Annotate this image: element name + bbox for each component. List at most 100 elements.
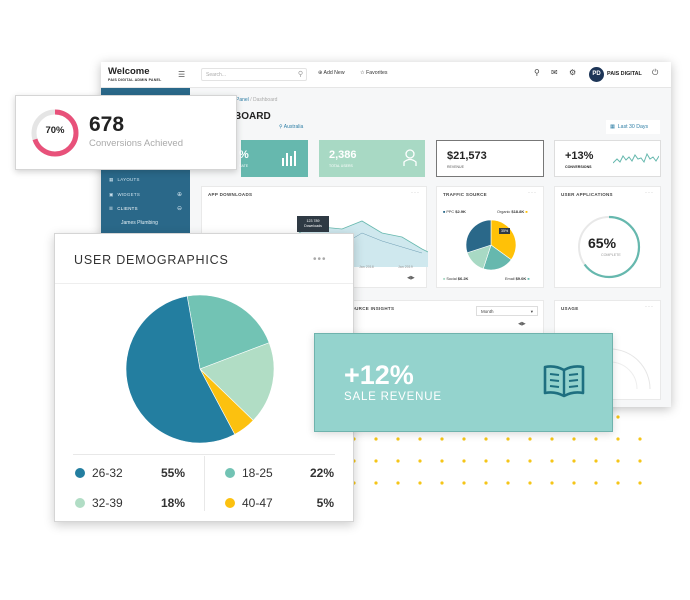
date-range-label: Last 30 Days — [617, 124, 649, 130]
more-icon[interactable]: ··· — [645, 304, 654, 310]
decor-dot — [528, 437, 532, 441]
conversions-value: 678 — [89, 113, 125, 136]
conversions-label: Conversions Achieved — [89, 138, 183, 149]
location-label: Australia — [283, 124, 304, 130]
kpi-value: +13% — [565, 150, 594, 162]
sale-label: SALE REVENUE — [344, 391, 442, 403]
breadcrumb-separator: / — [250, 97, 252, 103]
user-demographics-card: USER DEMOGRAPHICS ••• 26-32 55% 32-39 18… — [54, 233, 354, 522]
demographics-pie-chart — [125, 294, 275, 444]
user-icon — [403, 149, 417, 166]
mail-icon[interactable]: ✉ — [551, 68, 558, 77]
legend-dot — [75, 468, 85, 478]
company-logo[interactable]: PD — [589, 67, 604, 82]
menu-icon[interactable]: ☰ — [178, 70, 186, 79]
legend-organic: Organic $18.8K ■ — [497, 209, 528, 214]
favorites-button[interactable]: ☆ Favorites — [360, 70, 387, 76]
favorites-label: Favorites — [366, 70, 388, 76]
decor-dot — [418, 481, 422, 485]
kpi-value: 2,386 — [329, 149, 357, 161]
decor-dot — [638, 437, 642, 441]
plus-circle-icon: ⊕ — [318, 70, 323, 76]
chart-nav-icons[interactable]: ◀▶ — [518, 321, 526, 327]
search-input[interactable]: Search... ⚲ — [201, 68, 307, 81]
legend-label: Organic — [497, 210, 511, 214]
sidebar-item-label: LAYOUTS — [117, 177, 140, 182]
card-title: SOURCE INSIGHTS — [348, 306, 395, 311]
decor-dot — [484, 437, 488, 441]
chart-nav-icons[interactable]: ◀▶ — [407, 275, 415, 281]
legend-percent: 55% — [160, 466, 185, 480]
top-bar: Welcome PAIS DIGITAL ADMIN PANEL ☰ Searc… — [101, 62, 671, 88]
sidebar-item-clients[interactable]: ☰ CLIENTS — [109, 206, 138, 212]
decor-dot — [440, 437, 444, 441]
decor-dot — [528, 481, 532, 485]
list-icon: ☰ — [109, 206, 114, 211]
kpi-label: TOTAL USERS — [329, 164, 353, 168]
power-icon[interactable]: ⏻ — [652, 68, 659, 77]
card-header: USER DEMOGRAPHICS ••• — [55, 234, 353, 284]
kpi-label: REVENUE — [447, 165, 464, 169]
card-title: USER DEMOGRAPHICS — [74, 253, 229, 267]
kpi-label: CONVERSIONS — [565, 165, 592, 169]
gear-icon[interactable]: ⚙ — [569, 68, 577, 77]
breadcrumb-link[interactable]: Panel — [236, 97, 249, 103]
kpi-value: $21,573 — [447, 150, 487, 162]
search-icon: ⚲ — [297, 71, 303, 78]
demographics-slice-1 — [199, 342, 275, 421]
star-icon: ☆ — [360, 70, 365, 76]
ring-progress — [577, 215, 641, 279]
legend-divider — [204, 456, 205, 511]
sidebar-subitem-james-plumbing[interactable]: James Plumbing — [121, 220, 158, 226]
decor-dot — [616, 459, 620, 463]
decor-dot — [550, 481, 554, 485]
conversions-card: 70% 678 Conversions Achieved — [15, 95, 237, 170]
decor-dot — [550, 437, 554, 441]
add-new-label: Add New — [323, 70, 345, 76]
search-placeholder: Search... — [206, 72, 227, 78]
legend-dot — [75, 498, 85, 508]
decor-dot — [572, 481, 576, 485]
card-title: USER APPLICATIONS — [561, 192, 613, 197]
user-applications-value: 65% — [588, 235, 617, 251]
legend-email: Email $9.0K ■ — [505, 276, 530, 281]
kpi-card-rate: % RATE — [239, 140, 308, 177]
conversions-progress-ring — [31, 109, 79, 157]
layout-icon: ▦ — [109, 177, 114, 182]
decor-dot — [594, 459, 598, 463]
legend-value: $18.8K — [511, 209, 525, 214]
more-icon[interactable]: ··· — [645, 190, 654, 196]
search-icon[interactable]: ⚲ — [534, 68, 540, 77]
legend-label: 26-32 — [92, 466, 123, 480]
more-icon[interactable]: ··· — [528, 190, 537, 196]
legend-value: $9.0K — [515, 276, 527, 281]
brand-title: Welcome — [108, 66, 150, 77]
collapse-icon[interactable]: ⊖ — [177, 206, 183, 212]
decor-dot — [462, 481, 466, 485]
tooltip-label: Downloads — [304, 224, 322, 228]
more-icon[interactable]: ··· — [411, 190, 420, 196]
legend-dot: ■ — [443, 210, 446, 214]
breadcrumb: Panel / Dashboard — [236, 97, 277, 103]
more-icon[interactable]: ••• — [313, 254, 327, 265]
decor-dot — [418, 459, 422, 463]
date-range-button[interactable]: ▦ Last 30 Days — [606, 120, 660, 134]
calendar-icon: ▦ — [610, 124, 615, 130]
decor-dot — [440, 459, 444, 463]
location-selector[interactable]: ⚲ Australia — [279, 124, 303, 130]
expand-icon[interactable]: ⊕ — [177, 192, 183, 198]
card-title: TRAFFIC SOURCE — [443, 192, 487, 197]
company-name[interactable]: PAIS DIGITAL — [607, 71, 642, 77]
period-select[interactable]: Month ▾ — [476, 306, 538, 316]
add-new-button[interactable]: ⊕ Add New — [318, 70, 345, 76]
downloads-tooltip: 123 789 Downloads — [297, 216, 329, 232]
kpi-label: RATE — [239, 164, 249, 168]
sidebar-item-widgets[interactable]: ▣ WIDGETS — [109, 192, 140, 198]
decor-dot — [462, 459, 466, 463]
sparkline-icon — [613, 152, 659, 164]
legend-dot: ■ — [527, 277, 530, 281]
sidebar-item-label: WIDGETS — [117, 192, 141, 197]
decor-dot — [462, 437, 466, 441]
decor-dot — [506, 459, 510, 463]
sidebar-item-layouts[interactable]: ▦ LAYOUTS — [109, 177, 140, 183]
